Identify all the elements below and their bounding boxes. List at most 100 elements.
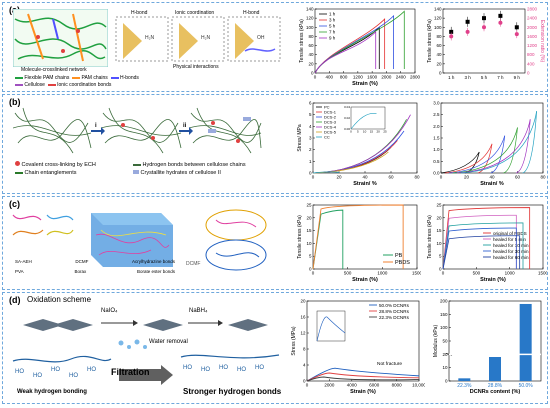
y-tick-label: 2.0 xyxy=(433,124,440,129)
bar-category-label: 22.3% xyxy=(457,383,472,389)
bar-28.8pct xyxy=(489,357,501,381)
x-tick-label: 0 xyxy=(306,383,309,388)
material-borate-ester: Borate ester bonds xyxy=(136,269,175,274)
panel-b-step-i: i xyxy=(95,123,97,129)
y-tick-label: 15 xyxy=(436,228,442,233)
y-tick-label: 0 xyxy=(309,171,312,176)
panel-a-network-schematic xyxy=(13,9,108,67)
inset-y-tick-label: 0.02 xyxy=(344,116,350,120)
y-tick-label: 10 xyxy=(436,241,442,246)
inset-x-tick-label: 0 xyxy=(350,130,352,134)
x-tick-label: 800 xyxy=(340,75,348,80)
stress-point xyxy=(514,25,519,30)
panel-b: (b) i ii Covalent cross-linking by ECH H… xyxy=(2,94,548,194)
x-category-label: 5 h xyxy=(481,75,488,80)
panel-a-legend: Flexible PAM chains PAM chains H-bonds C… xyxy=(15,75,285,89)
panel-d-weak-label: Weak hydrogen bonding xyxy=(17,389,87,395)
panel-b-legend: Covalent cross-linking by ECH Hydrogen b… xyxy=(15,161,285,177)
legend-label: 9 h xyxy=(329,36,336,41)
y-tick-label: 60 xyxy=(308,43,314,48)
x-axis-label: DCNRs content (%) xyxy=(470,389,521,395)
y-tick-label: 20 xyxy=(442,352,448,357)
panel-d-label: (d) xyxy=(9,295,21,305)
y-tick-label: 12 xyxy=(300,331,306,336)
panel-d-strong-label: Stronger hydrogen bonds xyxy=(183,387,282,396)
legend-hbond-cellulose-label: Hydrogen bonds between cellulose chains xyxy=(142,162,246,168)
y-tick-label: 10 xyxy=(442,365,448,370)
series-line xyxy=(442,227,517,270)
legend-entanglements-swatch xyxy=(15,171,23,174)
x-category-label: 7 h xyxy=(497,75,504,80)
panel-b-network-schematic xyxy=(13,107,262,154)
panel-d-filtration: Filtration xyxy=(111,367,150,377)
legend-row-2: Chain entanglements Crystallite hydrates… xyxy=(15,169,285,177)
legend-pam-label: PAM chains xyxy=(81,75,108,81)
x-tick-label: 10,000 xyxy=(412,383,425,388)
x-tick-label: 80 xyxy=(414,175,420,180)
y-tick-label: 1.5 xyxy=(433,136,440,141)
y-axis-label: Stress (MPa) xyxy=(291,326,297,356)
legend-label: 3 h xyxy=(329,18,336,23)
bar-category-label: 28.8% xyxy=(488,383,503,389)
y-tick-label: 60 xyxy=(436,43,442,48)
x-axis-label: Strain (%) xyxy=(352,81,378,87)
material-row-2: PVA Borax Borate ester bonds xyxy=(15,267,175,277)
x-tick-label: 500 xyxy=(473,271,481,276)
cycle-unloading-line xyxy=(503,127,518,174)
x-tick-label: 500 xyxy=(344,271,352,276)
svg-text:HO: HO xyxy=(237,367,246,373)
panel-d: (d) Oxidation scheme NaIO₄ NaBH₄ HO HO HO H… xyxy=(2,292,548,404)
x-tick-label: 2800 xyxy=(410,75,421,80)
legend-cellulose-swatch xyxy=(15,83,23,86)
series-line-DCS-5 xyxy=(312,151,389,174)
y-axis-label: Stress/ MPa xyxy=(297,124,303,151)
svg-text:HO: HO xyxy=(87,367,96,373)
y-tick-label: 0 xyxy=(445,379,448,384)
material-row-1: SA-AEH DCMF Acrylhydrazine bonds xyxy=(15,257,175,267)
svg-text:HO: HO xyxy=(33,373,42,379)
y-tick-label: 5 xyxy=(439,254,442,259)
panel-a-interaction-boxes: H₂N H₂N OH xyxy=(115,16,281,62)
legend-covalent-label: Covalent cross-linking by ECH xyxy=(21,162,96,168)
y-tick-label: 3 xyxy=(309,136,312,141)
bar-22.3pct xyxy=(458,378,471,381)
inset-frame xyxy=(316,310,346,342)
y-tick-label: 4 xyxy=(309,124,312,129)
inset-frame xyxy=(350,106,386,130)
legend-label: 50.0% DCNRs xyxy=(379,303,410,308)
x-category-label: 3 h xyxy=(464,75,471,80)
cycle-loading-line xyxy=(440,151,480,174)
y-axis-label: Tensile stress (kPa) xyxy=(427,19,433,63)
inset-x-tick-label: 10 xyxy=(363,130,367,134)
material-acrylhydrazine: Acrylhydrazine bonds xyxy=(131,259,175,264)
panel-d-reagent-nabh4: NaBH₄ xyxy=(189,308,208,314)
cycle-loading-line xyxy=(452,127,518,174)
inset-series-line xyxy=(316,316,346,342)
legend-label: PBDS xyxy=(395,260,410,266)
legend-label: healed for 10 min xyxy=(493,243,529,248)
y-tick-label: 0 xyxy=(309,267,312,272)
y-tick-label: 20 xyxy=(308,61,314,66)
panel-a-box1-title: H-bond xyxy=(131,10,148,16)
y-tick-label: 25 xyxy=(436,203,442,208)
series-line xyxy=(442,235,521,270)
extension-point xyxy=(465,29,470,34)
y-tick-label: 150 xyxy=(440,312,448,317)
right-y-tick-label: 800 xyxy=(527,52,535,57)
y-tick-label: 0 xyxy=(311,71,314,76)
y-tick-label: 0.5 xyxy=(433,159,440,164)
extension-point xyxy=(449,34,454,39)
panel-d-filtration-scheme: HO HO HO HO HO HO HO HO HO HO xyxy=(12,339,280,385)
panel-c-label: (c) xyxy=(9,199,20,209)
x-axis-label: Strain (%) xyxy=(352,277,378,283)
series-line-PB xyxy=(312,209,344,270)
series-line xyxy=(306,376,420,382)
panel-a-stress-extension-chart: 0 20 40 60 80 100 120 140 Tensile stress (kPa) 0 4… xyxy=(427,7,545,81)
legend-label: 1 h xyxy=(329,12,336,17)
right-y-tick-label: 400 xyxy=(527,61,535,66)
inset-x-tick-label: 5 xyxy=(357,130,359,134)
legend-label: DCS-4 xyxy=(324,125,337,130)
y-axis-label: Tensile stress (kPa) xyxy=(427,215,433,259)
x-category-label: 1 h xyxy=(448,75,455,80)
y-tick-label: 15 xyxy=(306,228,312,233)
